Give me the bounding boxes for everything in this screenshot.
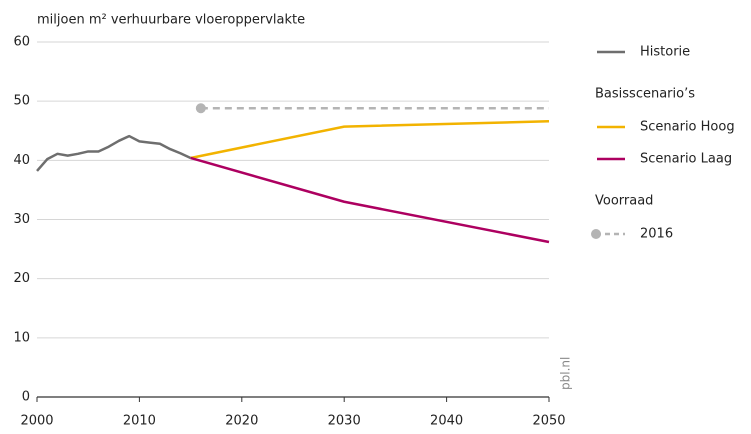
legend-marker (591, 229, 601, 239)
legend-label: 2016 (640, 227, 673, 242)
x-tick-label: 2050 (532, 414, 565, 429)
line (36, 134, 192, 172)
y-tick-label: 50 (13, 94, 30, 109)
x-tick-label: 2030 (328, 414, 361, 429)
y-tick-label: 20 (13, 271, 30, 286)
x-tick-label: 2000 (20, 414, 53, 429)
legend-heading: Voorraad (595, 194, 653, 209)
marker (195, 103, 206, 114)
legend-label: Scenario Laag (640, 152, 732, 167)
legend-heading: Basisscenario’s (595, 87, 695, 102)
legend-label: Historie (640, 45, 690, 60)
line (190, 120, 550, 160)
y-tick-label: 30 (13, 212, 30, 227)
y-axis-label: miljoen m² verhuurbare vloeroppervlakte (37, 13, 305, 28)
y-tick-label: 10 (13, 330, 30, 345)
x-tick-label: 2040 (430, 414, 463, 429)
x-tick-label: 2010 (123, 414, 156, 429)
y-tick-label: 40 (13, 153, 30, 168)
legend-label: Scenario Hoog (640, 120, 735, 135)
y-tick-label: 0 (22, 390, 30, 405)
x-tick-label: 2020 (225, 414, 258, 429)
line (190, 156, 550, 244)
y-tick-label: 60 (13, 35, 30, 50)
source: pbl.nl (559, 357, 573, 390)
